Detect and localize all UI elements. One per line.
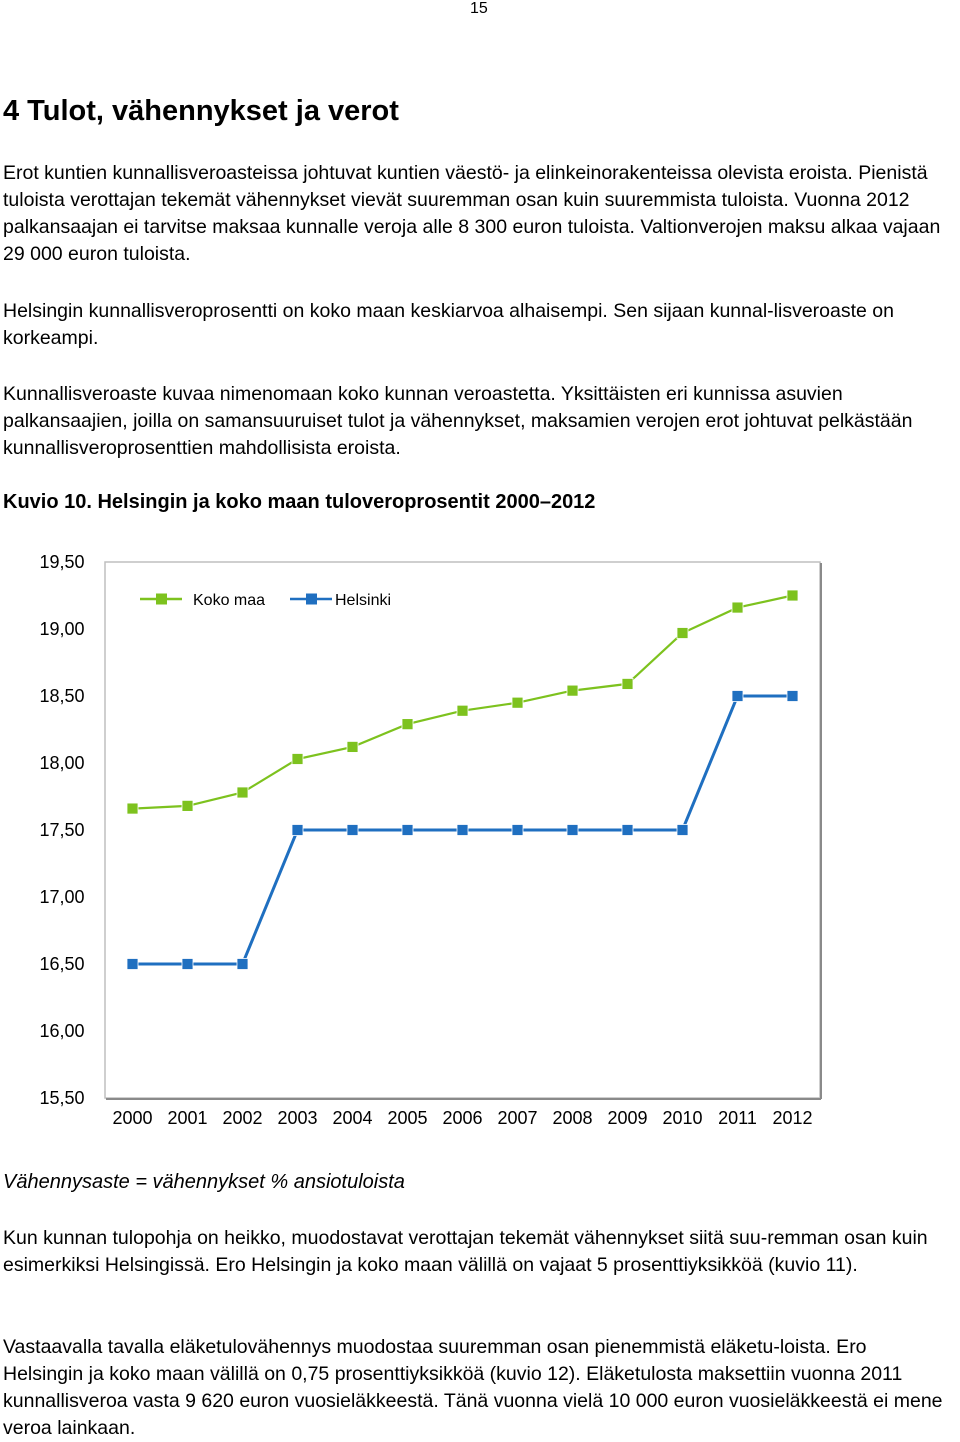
- formula-text: Vähennysaste = vähennykset % ansiotulois…: [3, 1171, 405, 1193]
- data-point: [456, 704, 469, 717]
- y-tick-label: 17,50: [39, 820, 84, 840]
- data-point: [676, 824, 689, 836]
- x-tick-label: 2010: [662, 1108, 702, 1128]
- data-point: [511, 696, 524, 709]
- x-tick-label: 2004: [332, 1108, 372, 1128]
- x-tick-label: 2002: [222, 1108, 262, 1128]
- paragraph-2: Helsingin kunnallisveroprosentti on koko…: [3, 300, 894, 349]
- paragraph-5: Vastaavalla tavalla eläketulovähennys mu…: [3, 1336, 943, 1439]
- x-tick-label: 2006: [442, 1108, 482, 1128]
- legend-label-1: Helsinki: [335, 592, 391, 609]
- data-point: [346, 824, 359, 836]
- data-point: [181, 958, 194, 970]
- y-tick-label: 16,00: [39, 1021, 84, 1041]
- section-heading: 4 Tulot, vähennykset ja verot: [3, 95, 399, 127]
- data-point: [126, 802, 139, 815]
- data-point: [786, 589, 799, 602]
- data-point: [401, 718, 414, 731]
- legend-marker-1: [306, 593, 317, 605]
- x-tick-label: 2011: [718, 1108, 757, 1128]
- x-tick-label: 2008: [552, 1108, 592, 1128]
- data-point: [511, 824, 524, 836]
- x-tick-label: 2007: [497, 1108, 537, 1128]
- data-point: [291, 753, 304, 765]
- data-point: [731, 690, 744, 702]
- data-point: [401, 824, 414, 836]
- y-tick-label: 18,00: [39, 753, 84, 773]
- data-point: [566, 824, 579, 836]
- data-point: [456, 824, 469, 836]
- figure-caption: Kuvio 10. Helsingin ja koko maan tulover…: [3, 491, 596, 513]
- line-chart: 15,50 16,00 16,50 17,00 17,50 18,00 18,50 19,00…: [39, 552, 822, 1128]
- data-point: [676, 627, 689, 639]
- y-tick-label: 15,50: [39, 1088, 84, 1108]
- data-point: [126, 958, 139, 970]
- data-point: [621, 824, 634, 836]
- data-point: [731, 601, 744, 614]
- data-point: [621, 678, 634, 690]
- y-tick-label: 17,00: [39, 887, 84, 907]
- y-tick-label: 16,50: [39, 954, 84, 974]
- data-point: [786, 690, 799, 702]
- paragraph-1: Erot kuntien kunnallisveroasteissa johtu…: [3, 162, 941, 265]
- legend-marker-0: [156, 593, 167, 605]
- y-tick-label: 18,50: [39, 686, 84, 706]
- paragraph-3: Kunnallisveroaste kuvaa nimenomaan koko …: [3, 383, 913, 459]
- y-tick-label: 19,50: [39, 552, 84, 572]
- x-tick-label: 2005: [387, 1108, 427, 1128]
- x-tick-label: 2003: [277, 1108, 317, 1128]
- data-point: [236, 786, 249, 799]
- data-point: [181, 799, 194, 812]
- x-tick-label: 2001: [167, 1108, 207, 1128]
- page-number: 15: [470, 0, 488, 17]
- data-point: [566, 684, 579, 697]
- paragraph-4: Kun kunnan tulopohja on heikko, muodosta…: [3, 1227, 928, 1276]
- legend-label-0: Koko maa: [193, 592, 265, 609]
- y-tick-label: 19,00: [39, 619, 84, 639]
- data-point: [236, 958, 249, 970]
- x-tick-label: 2009: [607, 1108, 647, 1128]
- x-tick-label: 2000: [112, 1108, 152, 1128]
- data-point: [346, 741, 359, 753]
- x-tick-label: 2012: [772, 1108, 812, 1128]
- data-point: [291, 824, 304, 836]
